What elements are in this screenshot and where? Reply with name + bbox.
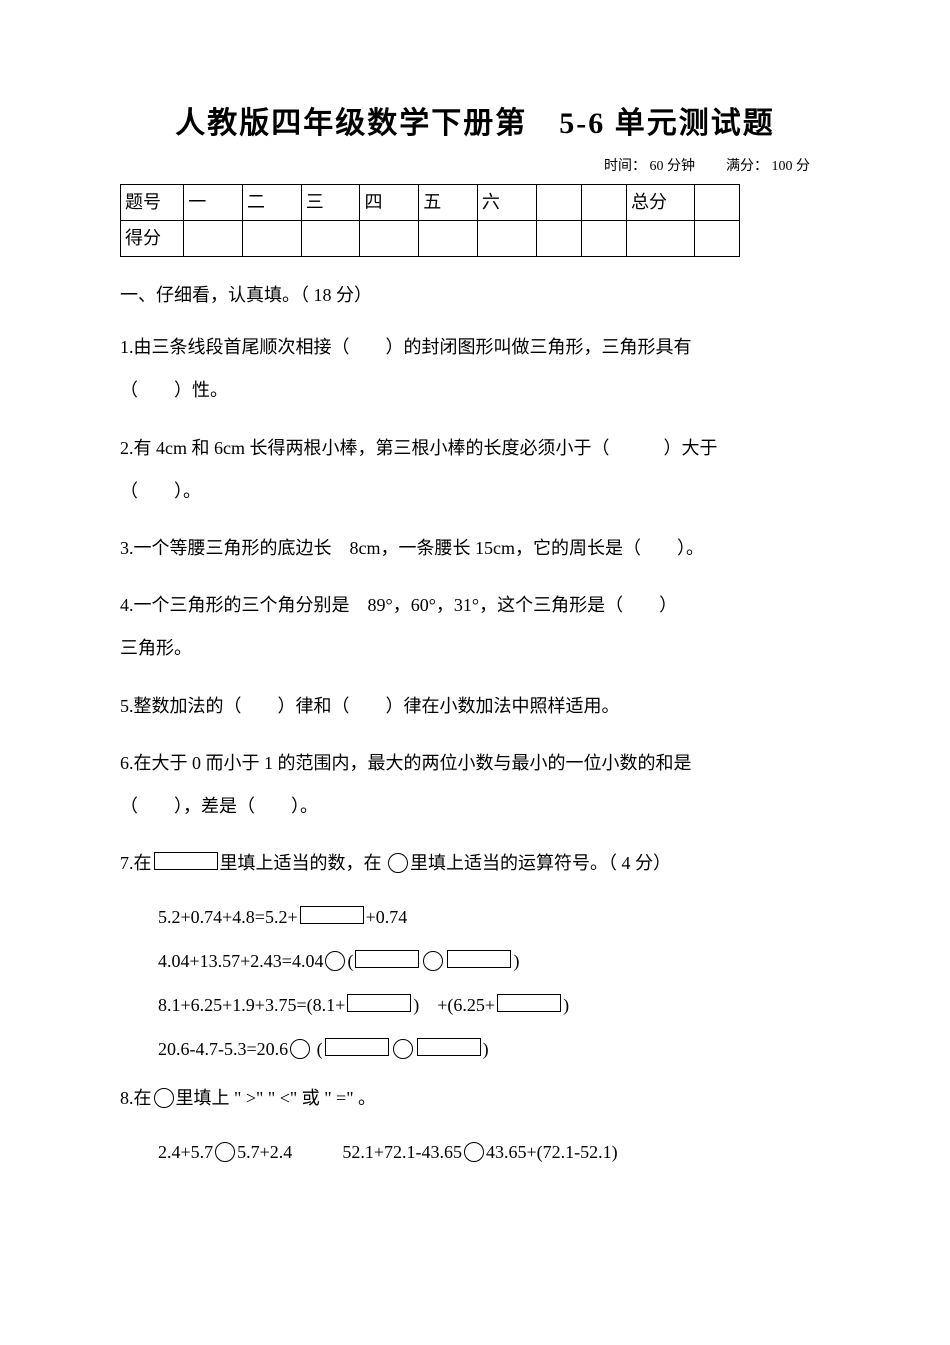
section-1-heading: 一、仔细看，认真填。（ 18 分） [120,281,830,310]
q6-line1: 6.在大于 0 而小于 1 的范围内，最大的两位小数与最小的一位小数的和是 [120,753,692,773]
table-cell [694,221,739,257]
table-row: 得分 [121,221,740,257]
equation-1: 5.2+0.74+4.8=5.2+ +0.74 [158,899,830,935]
eq4-c: ) [483,1039,489,1059]
equation-3: 8.1+6.25+1.9+3.75=(8.1+ ) +(6.25+) [158,987,830,1023]
q7-post: 里填上适当的运算符号。（ 4 分） [410,853,671,873]
fullscore-label: 满分： [726,159,768,174]
eq2-c: ) [513,951,519,971]
table-cell [301,221,360,257]
table-row: 题号 一 二 三 四 五 六 总分 [121,185,740,221]
table-col: 六 [477,185,536,221]
blank-box-icon [300,906,364,924]
blank-circle-icon [325,951,345,971]
eq5-a: 2.4+5.7 [158,1142,213,1162]
fullscore-value: 100 分 [772,159,811,174]
q1-line2: （ ）性。 [120,380,228,400]
blank-box-icon [355,950,419,968]
blank-circle-icon [423,951,443,971]
table-total-label: 总分 [627,185,695,221]
table-score-label: 得分 [121,221,184,257]
blank-circle-icon [464,1142,484,1162]
table-empty [581,185,626,221]
table-cell [581,221,626,257]
q6-line2: （ ），差是（ ）。 [120,796,318,816]
question-8: 8.在 里填上 " >" " <" 或 " =" 。 [120,1077,830,1120]
equation-5: 2.4+5.7 5.7+2.4 52.1+72.1-43.65 43.65+(72.1… [158,1134,830,1170]
q2-line2: （ ）。 [120,481,201,501]
q4-line1: 4.一个三角形的三个角分别是 89°，60°，31°，这个三角形是（ ） [120,595,677,615]
question-7: 7.在 里填上适当的数，在 里填上适当的运算符号。（ 4 分） [120,842,830,885]
table-empty [694,185,739,221]
score-table: 题号 一 二 三 四 五 六 总分 得分 [120,184,740,257]
eq3-a: 8.1+6.25+1.9+3.75=(8.1+ [158,995,345,1015]
table-col: 三 [301,185,360,221]
eq1-b: +0.74 [366,907,408,927]
equation-4: 20.6-4.7-5.3=20.6 () [158,1031,830,1067]
eq4-a: 20.6-4.7-5.3=20.6 [158,1039,288,1059]
equation-2: 4.04+13.57+2.43=4.04 () [158,943,830,979]
blank-box-icon [417,1038,481,1056]
blank-circle-icon [388,853,408,873]
eq5-d: 43.65+(72.1-52.1) [486,1142,618,1162]
blank-box-icon [325,1038,389,1056]
table-cell [419,221,478,257]
blank-circle-icon [290,1039,310,1059]
question-6: 6.在大于 0 而小于 1 的范围内，最大的两位小数与最小的一位小数的和是 （ … [120,742,830,828]
table-cell [536,221,581,257]
blank-circle-icon [215,1142,235,1162]
q4-line2: 三角形。 [120,638,192,658]
table-col: 四 [360,185,419,221]
eq1-a: 5.2+0.74+4.8=5.2+ [158,907,298,927]
eq3-c: ) [563,995,569,1015]
eq2-a: 4.04+13.57+2.43=4.04 [158,951,323,971]
question-2: 2.有 4cm 和 6cm 长得两根小棒，第三根小棒的长度必须小于（ ）大于 （… [120,427,830,513]
blank-box-icon [447,950,511,968]
question-5: 5.整数加法的（ ）律和（ ）律在小数加法中照样适用。 [120,685,830,728]
time-value: 60 分钟 [650,159,696,174]
blank-box-icon [497,994,561,1012]
table-col: 一 [184,185,243,221]
q8-pre: 8.在 [120,1088,152,1108]
meta-line: 时间： 60 分钟 满分： 100 分 [120,156,830,178]
q2-line1: 2.有 4cm 和 6cm 长得两根小棒，第三根小棒的长度必须小于（ ）大于 [120,438,717,458]
table-cell [360,221,419,257]
page-title: 人教版四年级数学下册第 5-6 单元测试题 [120,100,830,148]
blank-circle-icon [154,1088,174,1108]
eq5-b: 5.7+2.4 [237,1142,292,1162]
table-cell [477,221,536,257]
eq5-c: 52.1+72.1-43.65 [342,1142,462,1162]
q7-mid: 里填上适当的数，在 [220,853,387,873]
table-empty [536,185,581,221]
blank-circle-icon [393,1039,413,1059]
question-1: 1.由三条线段首尾顺次相接（ ）的封闭图形叫做三角形，三角形具有 （ ）性。 [120,326,830,412]
q7-pre: 7.在 [120,853,152,873]
table-cell [627,221,695,257]
table-cell [242,221,301,257]
question-4: 4.一个三角形的三个角分别是 89°，60°，31°，这个三角形是（ ） 三角形… [120,584,830,670]
question-3: 3.一个等腰三角形的底边长 8cm，一条腰长 15cm，它的周长是（ ）。 [120,527,830,570]
eq3-b: ) +(6.25+ [413,995,495,1015]
q8-post: 里填上 " >" " <" 或 " =" 。 [176,1088,377,1108]
blank-box-icon [154,852,218,870]
table-col: 二 [242,185,301,221]
table-col: 五 [419,185,478,221]
table-cell [184,221,243,257]
eq2-b: ( [347,951,353,971]
q1-line1: 1.由三条线段首尾顺次相接（ ）的封闭图形叫做三角形，三角形具有 [120,337,692,357]
table-header-label: 题号 [121,185,184,221]
time-label: 时间： [604,159,646,174]
blank-box-icon [347,994,411,1012]
eq4-b: ( [312,1039,323,1059]
